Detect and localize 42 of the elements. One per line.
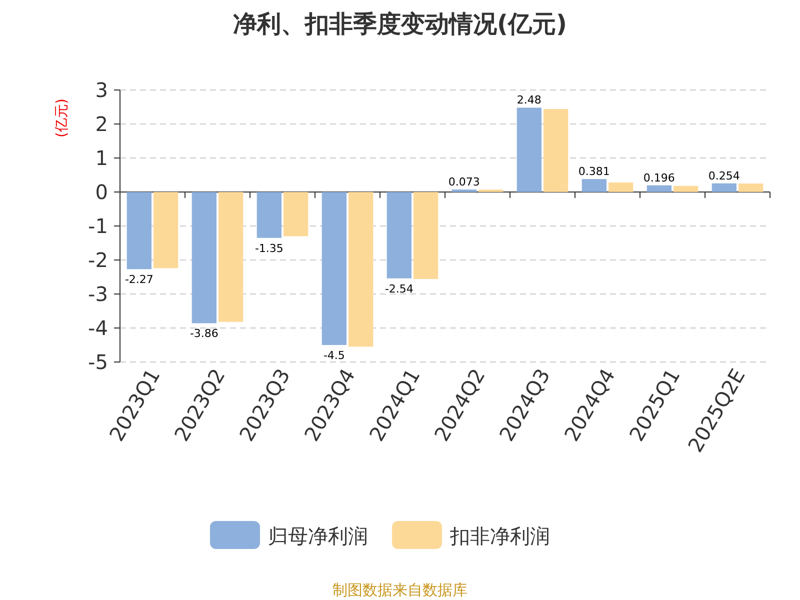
y-tick-label: -2 bbox=[88, 248, 108, 272]
y-tick-label: 3 bbox=[95, 78, 108, 102]
data-label: -4.5 bbox=[323, 349, 345, 362]
bar bbox=[544, 109, 568, 192]
data-label: -2.27 bbox=[124, 273, 154, 286]
data-label: 0.196 bbox=[643, 171, 675, 184]
bar bbox=[154, 192, 178, 268]
bar bbox=[218, 192, 244, 322]
data-label: -2.54 bbox=[384, 282, 414, 296]
bar bbox=[386, 192, 412, 278]
data-label: -3.86 bbox=[190, 327, 218, 340]
legend-label: 扣非净利润 bbox=[449, 524, 550, 548]
text: 制图数据来自数据库 bbox=[332, 581, 468, 599]
data-label: 0.381 bbox=[578, 165, 610, 178]
bar bbox=[348, 192, 374, 347]
bar bbox=[646, 185, 672, 192]
data-label: 2.48 bbox=[516, 94, 542, 107]
y-tick-label: -3 bbox=[88, 282, 108, 306]
y-tick-label: 0 bbox=[95, 180, 108, 204]
bar bbox=[582, 179, 606, 192]
y-tick-label: -1 bbox=[88, 214, 108, 238]
bar bbox=[126, 192, 152, 270]
bar bbox=[256, 192, 282, 238]
chart-title: 净利、扣非季度变动情况(亿元) bbox=[233, 10, 567, 38]
y-axis-title: (亿元) bbox=[54, 98, 70, 138]
legend-label: 归母净利润 bbox=[268, 524, 368, 548]
bar bbox=[192, 192, 216, 324]
bar bbox=[284, 192, 308, 236]
data-label: 0.254 bbox=[708, 169, 740, 182]
y-tick-label: 2 bbox=[95, 112, 108, 136]
bar bbox=[414, 192, 438, 280]
bar bbox=[738, 184, 764, 192]
bar bbox=[674, 186, 698, 192]
y-tick-label: -5 bbox=[88, 350, 108, 374]
bar bbox=[608, 182, 634, 192]
data-label: -1.35 bbox=[254, 242, 284, 255]
data-label: 0.073 bbox=[448, 176, 480, 189]
bar bbox=[322, 192, 346, 345]
y-tick-label: -4 bbox=[88, 316, 108, 340]
bar bbox=[516, 108, 542, 192]
y-tick-label: 1 bbox=[95, 146, 108, 170]
bar bbox=[712, 183, 736, 192]
